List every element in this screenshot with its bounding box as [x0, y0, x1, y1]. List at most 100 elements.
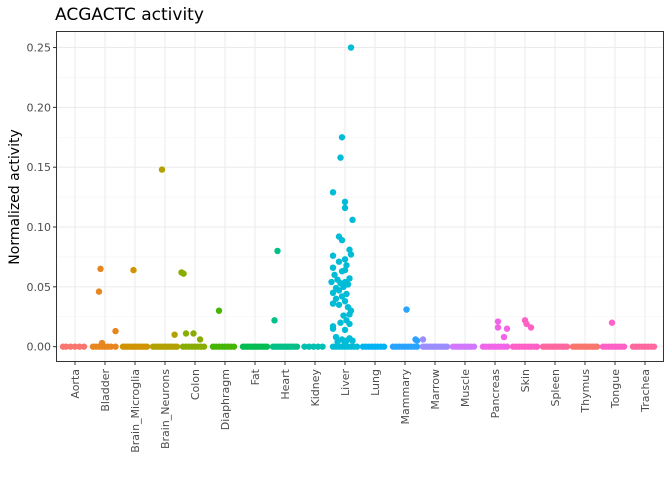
data-point-liver	[329, 189, 337, 196]
data-point-liver	[328, 278, 335, 286]
data-point-bladder	[107, 343, 115, 350]
x-tick-label: Liver	[339, 369, 352, 396]
x-tick-label: Fat	[249, 368, 262, 385]
data-point-liver	[347, 44, 355, 51]
data-point-skin	[523, 320, 530, 328]
data-point-brain-microglia	[143, 343, 151, 350]
y-axis-label: Normalized activity	[7, 129, 23, 264]
data-point-diaphragm	[215, 307, 223, 314]
data-point-liver	[341, 339, 349, 347]
data-point-pancreas	[503, 343, 511, 350]
data-point-liver	[341, 198, 349, 206]
data-point-lung	[380, 343, 388, 350]
data-point-colon	[200, 343, 208, 350]
data-point-aorta	[76, 343, 83, 350]
data-point-liver	[340, 283, 347, 291]
data-point-skin	[533, 343, 541, 350]
data-point-liver	[335, 258, 343, 265]
x-tick-label: Tongue	[609, 369, 622, 410]
data-point-diaphragm	[230, 343, 238, 350]
data-point-bladder	[112, 343, 119, 350]
data-point-pancreas	[503, 325, 511, 332]
data-point-aorta	[80, 343, 88, 350]
x-tick-label: Spleen	[549, 369, 562, 407]
data-point-liver	[338, 268, 346, 275]
data-point-brain-neurons	[158, 166, 166, 173]
data-point-fat	[263, 343, 271, 350]
x-tick-label: Brain_Microglia	[129, 369, 142, 453]
x-axis: Aorta Bladder Brain_Microglia Brain_Neurons…	[69, 361, 652, 453]
x-tick-label: Aorta	[69, 369, 82, 399]
data-point-kidney	[310, 343, 317, 350]
chart-title: ACGACTC activity	[55, 5, 204, 25]
x-tick-label: Bladder	[99, 369, 112, 412]
data-point-liver	[334, 338, 341, 346]
data-point-kidney	[301, 343, 308, 350]
x-tick-label: Muscle	[459, 369, 472, 407]
data-point-liver	[341, 326, 349, 334]
data-point-bladder	[97, 265, 104, 273]
data-point-bladder	[98, 339, 106, 347]
data-point-liver	[341, 256, 349, 263]
data-point-colon	[190, 330, 197, 337]
data-point-kidney	[314, 343, 322, 350]
data-point-aorta	[67, 343, 74, 350]
y-tick-label: 0.05	[27, 281, 52, 294]
data-point-spleen	[563, 343, 571, 350]
x-tick-label: Lung	[369, 369, 382, 396]
data-point-tongue	[620, 343, 628, 350]
data-point-colon	[182, 330, 190, 337]
data-point-pancreas	[500, 333, 508, 341]
data-point-liver	[353, 343, 361, 350]
x-tick-label: Diaphragm	[219, 369, 232, 430]
data-point-liver	[337, 154, 344, 161]
data-point-bladder	[95, 288, 103, 295]
x-tick-label: Heart	[279, 368, 292, 399]
data-point-liver	[349, 216, 356, 224]
y-tick-label: 0.10	[27, 221, 52, 234]
data-points	[59, 44, 658, 350]
data-point-marrow	[419, 336, 427, 343]
y-tick-label: 0.25	[27, 42, 52, 55]
data-point-liver	[346, 320, 353, 328]
data-point-brain-neurons	[173, 343, 181, 350]
data-point-liver	[340, 312, 347, 319]
data-point-aorta	[71, 343, 79, 350]
data-point-liver	[332, 295, 340, 302]
data-point-liver	[349, 337, 356, 344]
data-point-liver	[335, 287, 343, 294]
data-point-marrow	[443, 343, 451, 350]
data-point-bladder	[112, 327, 119, 335]
y-tick-label: 0.15	[27, 161, 52, 174]
data-point-liver	[338, 236, 346, 244]
x-tick-label: Brain_Neurons	[159, 369, 172, 449]
data-point-brain-microglia	[130, 266, 137, 274]
data-point-liver	[346, 311, 353, 318]
x-tick-label: Mammary	[399, 369, 412, 425]
y-axis: 0.00 0.05 0.10 0.15 0.20 0.25	[27, 42, 57, 354]
data-point-liver	[329, 289, 337, 297]
data-point-liver	[329, 252, 337, 259]
data-point-liver	[338, 293, 346, 300]
data-point-heart	[274, 247, 281, 255]
data-point-heart	[293, 343, 301, 350]
data-point-tongue	[608, 319, 616, 326]
gridlines	[57, 32, 663, 361]
data-point-liver	[329, 264, 337, 271]
data-point-skin	[527, 324, 535, 331]
data-point-liver	[329, 300, 337, 307]
data-point-liver	[335, 301, 343, 308]
data-point-colon	[196, 336, 204, 343]
data-point-colon	[180, 270, 187, 277]
x-tick-label: Pancreas	[489, 369, 502, 419]
data-point-aorta	[62, 343, 70, 350]
data-point-liver	[337, 319, 344, 326]
plot-panel-border	[56, 31, 664, 362]
data-point-liver	[341, 297, 349, 305]
x-tick-label: Thymus	[579, 369, 592, 414]
x-tick-label: Colon	[189, 369, 202, 400]
data-point-mammary	[413, 343, 421, 350]
data-point-muscle	[470, 343, 478, 350]
data-point-kidney	[319, 343, 326, 350]
